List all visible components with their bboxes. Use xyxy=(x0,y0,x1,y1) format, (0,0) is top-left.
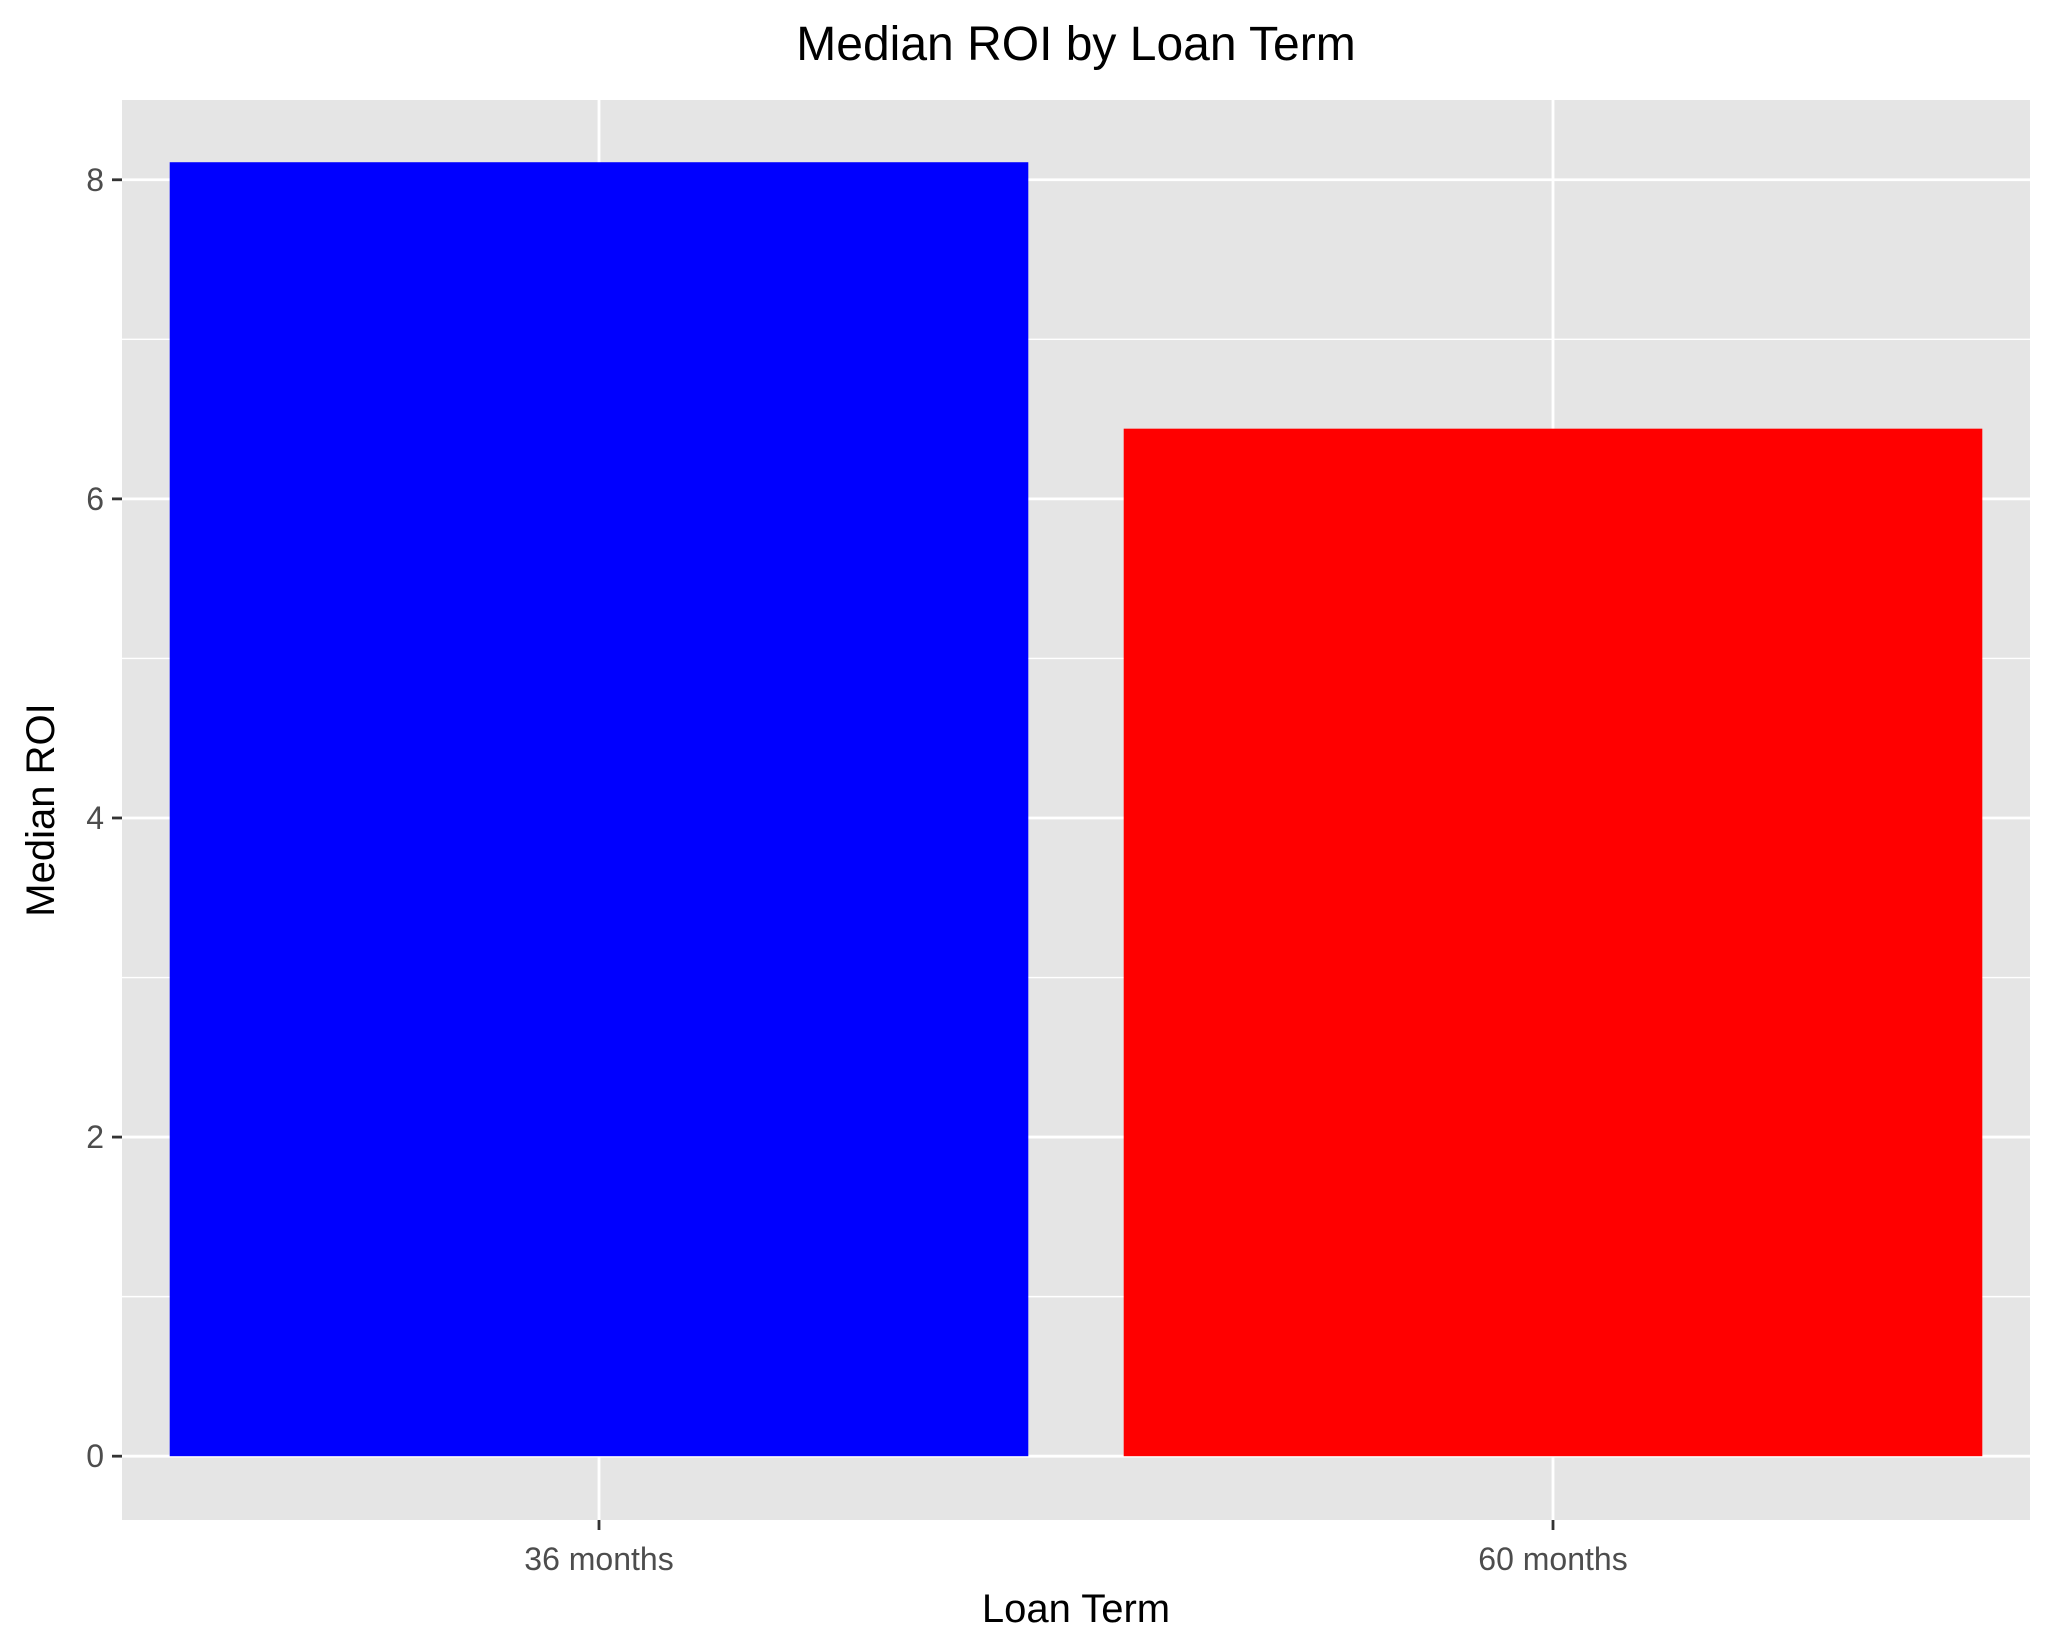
x-tick-label: 36 months xyxy=(524,1541,673,1577)
x-axis-title: Loan Term xyxy=(982,1587,1170,1631)
chart-title: Median ROI by Loan Term xyxy=(796,18,1355,71)
y-tick-label: 6 xyxy=(86,481,104,517)
y-axis: 0 2 4 6 8 xyxy=(86,162,122,1474)
y-axis-title: Median ROI xyxy=(19,703,63,916)
bars-group xyxy=(169,162,1983,1457)
x-axis: 36 months 60 months xyxy=(524,1520,1628,1577)
x-tick-label: 60 months xyxy=(1478,1541,1627,1577)
y-tick-label: 2 xyxy=(86,1119,104,1155)
y-tick-label: 4 xyxy=(86,800,104,836)
bar xyxy=(169,162,1029,1457)
bar xyxy=(1123,428,1983,1457)
y-tick-label: 0 xyxy=(86,1438,104,1474)
y-tick-label: 8 xyxy=(86,162,104,198)
